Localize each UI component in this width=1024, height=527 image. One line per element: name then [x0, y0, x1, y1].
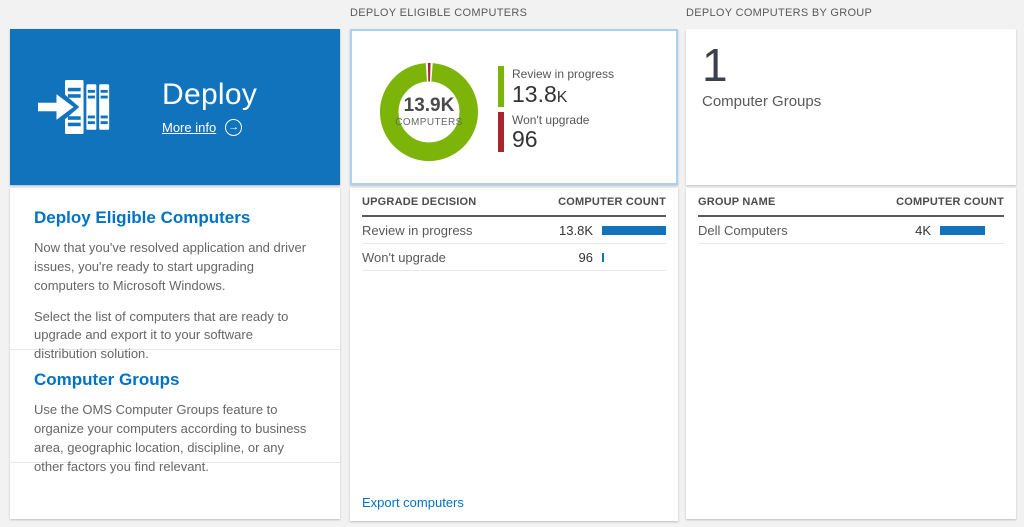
row-label: Review in progress: [362, 222, 473, 238]
legend-value: 96: [512, 125, 538, 152]
middle-column: DEPLOY ELIGIBLE COMPUTERS 13.9K COMPUTER…: [350, 0, 678, 521]
section-computer-groups: Computer Groups Use the OMS Computer Gro…: [10, 350, 340, 474]
legend-item-wont-upgrade: Won't upgrade 96: [498, 111, 614, 152]
row-label: Won't upgrade: [362, 249, 446, 265]
table-row[interactable]: Review in progress 13.8K: [362, 217, 666, 244]
deploy-tile: Deploy More info →: [10, 29, 340, 185]
legend-swatch-green: [498, 66, 504, 107]
row-value: 13.8K: [559, 222, 593, 238]
panel-header-deploy-eligible-computers: DEPLOY ELIGIBLE COMPUTERS: [350, 7, 528, 19]
legend-label: Won't upgrade: [512, 112, 590, 127]
donut-center-label: COMPUTERS: [395, 116, 463, 128]
left-column-header: [10, 0, 340, 29]
more-info-link[interactable]: More info →: [162, 119, 257, 136]
section-deploy-eligible-computers: Deploy Eligible Computers Now that you'v…: [10, 188, 340, 361]
left-column: Deploy More info → Deploy Eligible Compu…: [10, 0, 340, 519]
column-header-computer-count: COMPUTER COUNT: [896, 195, 1004, 208]
upgrade-decision-table: UPGRADE DECISION COMPUTER COUNT Review i…: [350, 188, 678, 271]
table-row[interactable]: Dell Computers 4K: [698, 217, 1004, 244]
donut-legend: Review in progress 13.8K Won't upgrade 9…: [498, 66, 615, 152]
row-label: Dell Computers: [698, 222, 788, 238]
table-header-row: UPGRADE DECISION COMPUTER COUNT: [362, 188, 666, 217]
column-header-computer-count: COMPUTER COUNT: [558, 195, 666, 208]
panel-header-deploy-computers-by-group: DEPLOY COMPUTERS BY GROUP: [686, 7, 873, 19]
legend-value: 13.8K: [512, 80, 568, 107]
section-paragraph: Use the OMS Computer Groups feature to o…: [34, 402, 307, 474]
legend-swatch-red: [498, 111, 504, 152]
section-paragraph: Select the list of computers that are re…: [34, 308, 289, 362]
deploy-tile-text: Deploy More info →: [162, 78, 257, 136]
section-heading-deploy-eligible: Deploy Eligible Computers: [34, 208, 251, 227]
legend-item-review-in-progress: Review in progress 13.8K: [498, 66, 615, 107]
donut-slice-wont-upgrade: [379, 62, 479, 162]
deploy-description-panel: Deploy Eligible Computers Now that you'v…: [10, 188, 340, 519]
legend-label: Review in progress: [512, 67, 615, 82]
deploy-title: Deploy: [162, 78, 258, 111]
upgrade-decision-panel: UPGRADE DECISION COMPUTER COUNT Review i…: [350, 188, 678, 521]
more-info-label[interactable]: More info: [162, 120, 217, 135]
count-bar: [602, 252, 604, 262]
section-paragraph: Now that you've resolved application and…: [34, 240, 307, 293]
group-table: GROUP NAME COMPUTER COUNT Dell Computers…: [686, 188, 1016, 244]
group-table-panel: GROUP NAME COMPUTER COUNT Dell Computers…: [686, 188, 1016, 519]
computer-groups-count: 1: [702, 39, 728, 91]
count-bar: [602, 225, 666, 235]
eligible-computers-chart-tile[interactable]: 13.9K COMPUTERS Review in progress 13.8K…: [350, 29, 678, 185]
donut-chart: 13.9K COMPUTERS: [376, 59, 482, 165]
donut-center-value: 13.9K: [403, 95, 455, 117]
donut-chart-svg: [379, 62, 479, 162]
arrow-right-circle-icon[interactable]: →: [225, 119, 243, 136]
computer-groups-count-label: Computer Groups: [702, 93, 822, 111]
row-value: 96: [578, 249, 593, 265]
table-header-row: GROUP NAME COMPUTER COUNT: [698, 188, 1004, 217]
donut-center-text: 13.9K COMPUTERS: [376, 59, 482, 165]
export-computers-link[interactable]: Export computers: [362, 495, 464, 510]
count-bar: [940, 225, 985, 235]
right-column: DEPLOY COMPUTERS BY GROUP 1 Computer Gro…: [686, 0, 1016, 519]
deploy-books-icon: [38, 79, 110, 135]
row-value: 4K: [915, 222, 931, 238]
table-row[interactable]: Won't upgrade 96: [362, 244, 666, 271]
column-header-upgrade-decision: UPGRADE DECISION: [362, 195, 477, 208]
section-heading-computer-groups: Computer Groups: [34, 370, 180, 389]
column-header-group-name: GROUP NAME: [698, 195, 776, 208]
computer-groups-count-tile[interactable]: 1 Computer Groups: [686, 29, 1016, 185]
